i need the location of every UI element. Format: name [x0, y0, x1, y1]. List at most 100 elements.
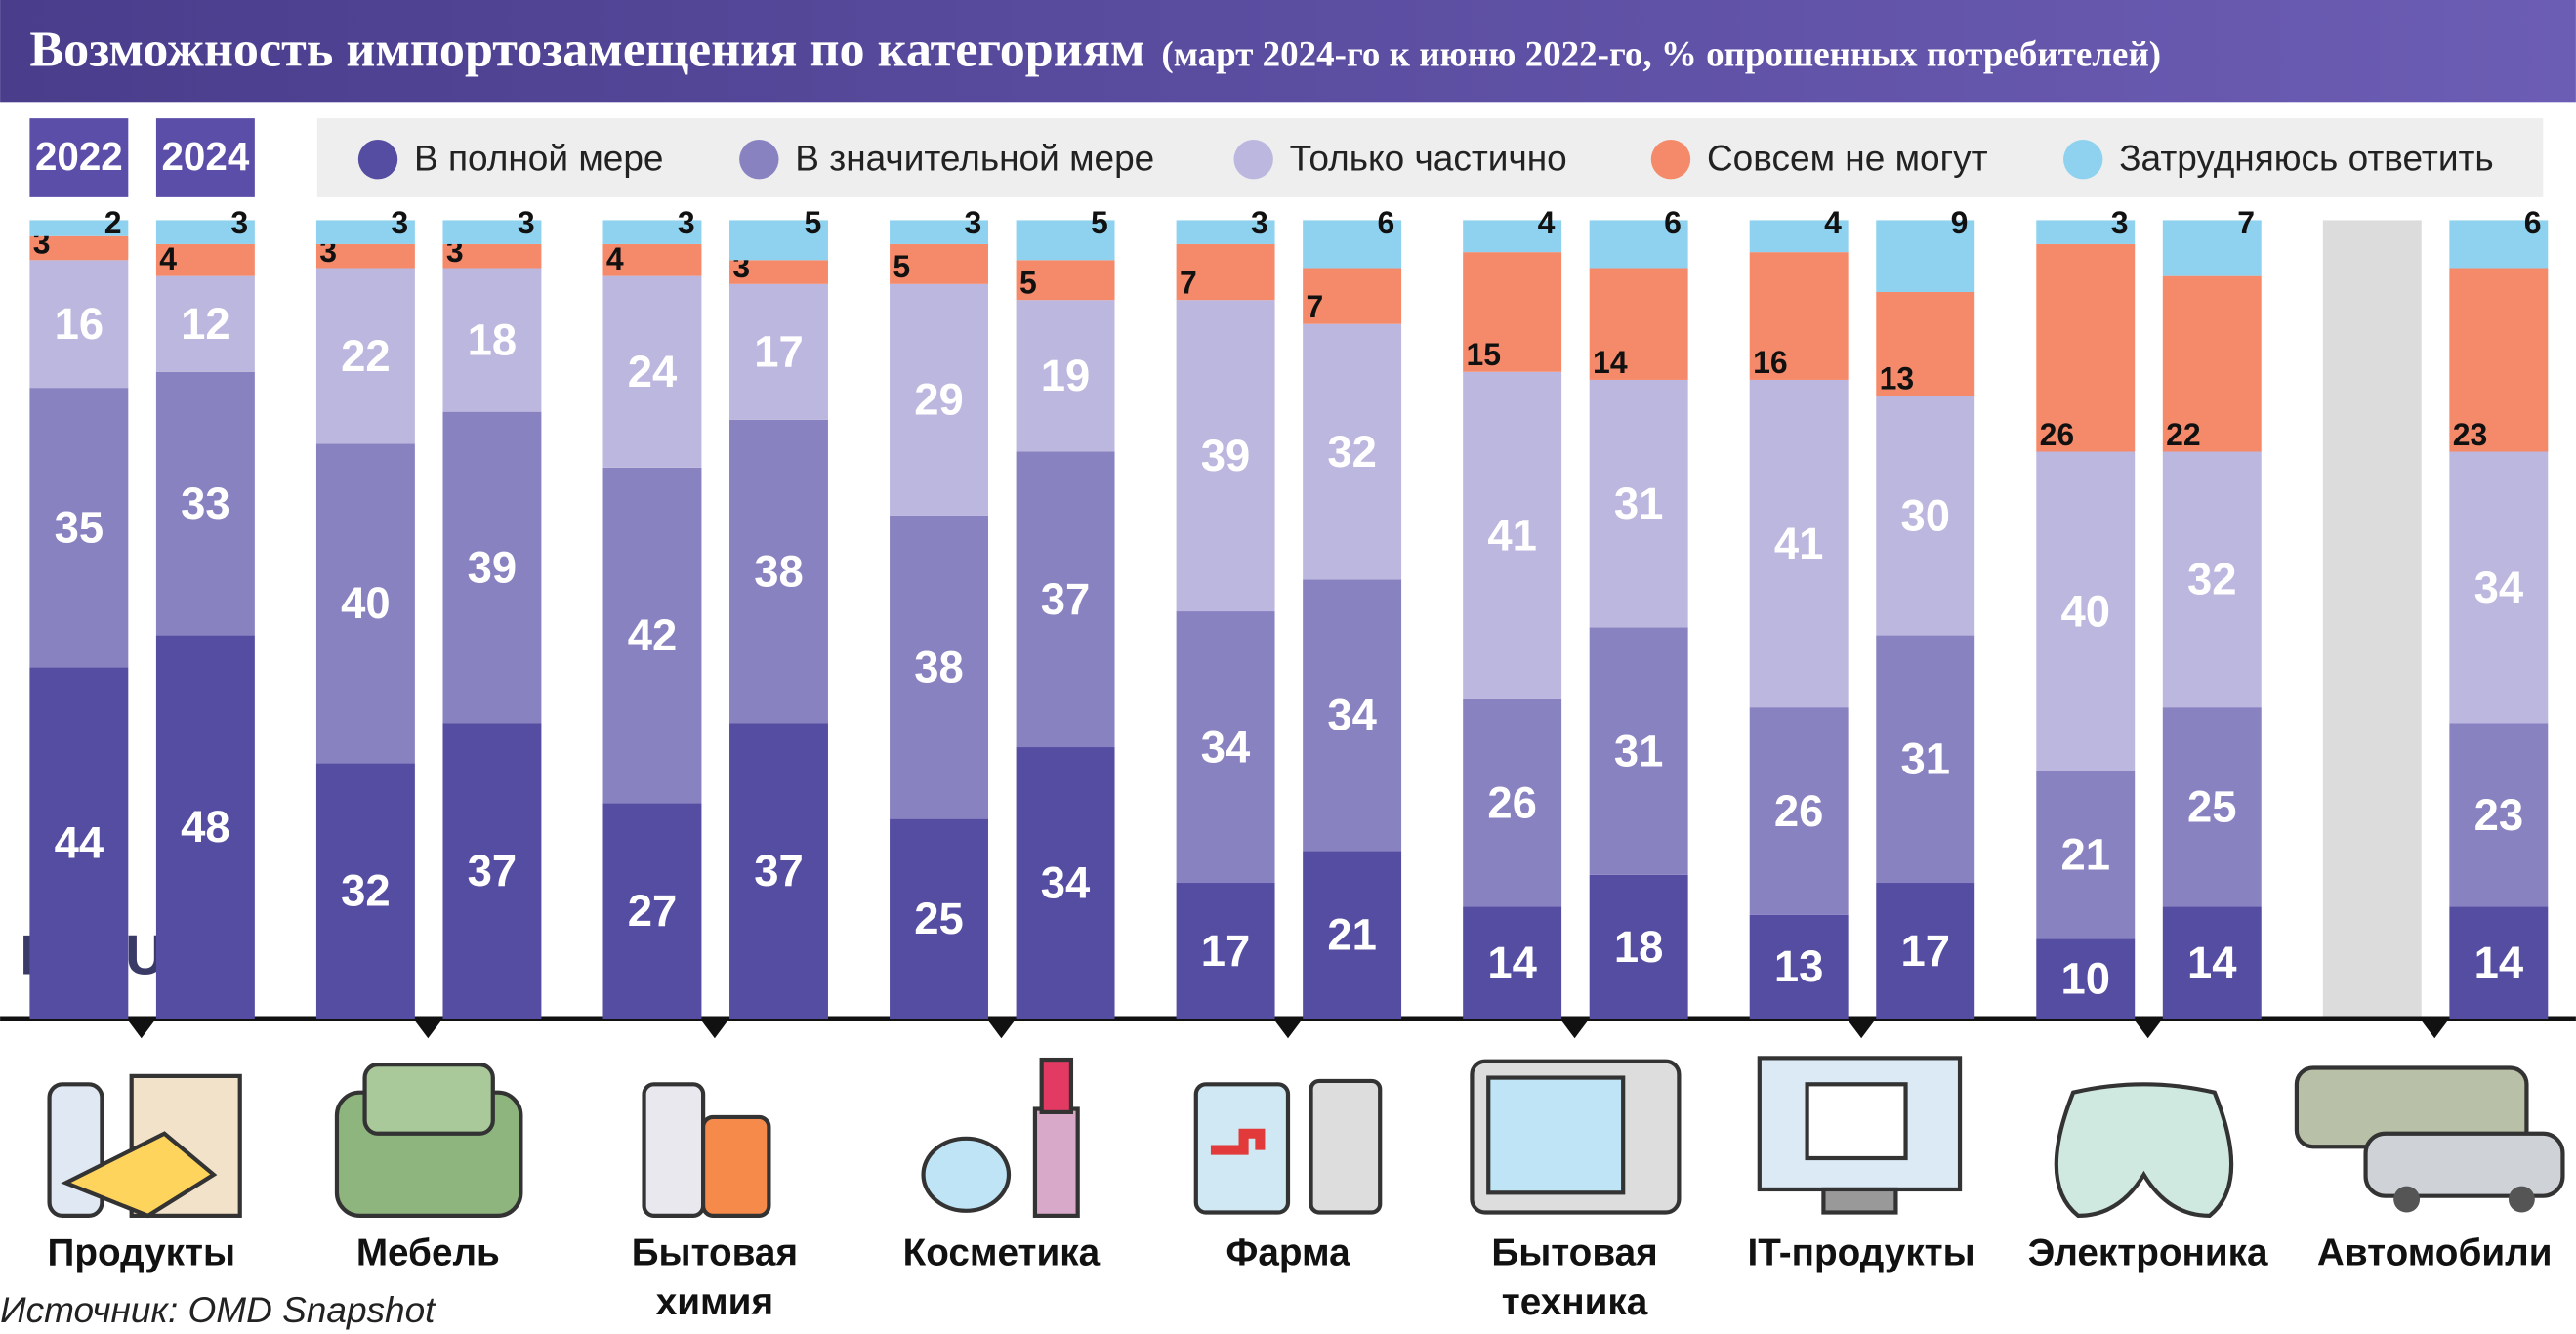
bar-segment — [1303, 220, 1402, 269]
value-label: 13 — [1880, 361, 1915, 396]
bar-segment — [602, 803, 702, 1020]
value-label: 23 — [2453, 417, 2488, 452]
value-label: 34 — [2474, 563, 2524, 612]
category-label: Бытовая техника — [1491, 1231, 1657, 1322]
value-label: 14 — [1593, 345, 1628, 380]
value-label: 34 — [1041, 857, 1091, 907]
value-label: 7 — [1307, 289, 1324, 324]
value-label: 27 — [628, 886, 678, 936]
bar-segment — [2036, 243, 2136, 452]
bar-segment — [890, 243, 988, 284]
bar-segment — [1176, 611, 1275, 884]
header — [0, 0, 2576, 103]
year-box — [29, 118, 129, 197]
value-label: 16 — [1753, 345, 1788, 380]
bar-segment — [155, 243, 255, 276]
value-label: 14 — [1487, 938, 1537, 987]
bar-segment — [1303, 579, 1402, 852]
value-label: 41 — [1487, 511, 1537, 561]
value-label: 6 — [1378, 205, 1395, 240]
value-label: 40 — [2060, 586, 2110, 636]
category-label: Бытовая химия — [632, 1231, 798, 1322]
value-label: 14 — [2187, 938, 2237, 987]
bar-segment — [1589, 379, 1688, 628]
value-label: 4 — [1824, 205, 1842, 240]
pointer — [413, 1019, 443, 1039]
value-label: 14 — [2474, 938, 2524, 987]
bar-segment — [1176, 220, 1275, 244]
legend-label: Совсем не могут — [1707, 139, 1988, 179]
pointer — [986, 1019, 1017, 1039]
bar-segment — [2036, 938, 2136, 1020]
bar-segment — [155, 371, 255, 636]
bar-segment — [29, 667, 129, 1020]
bar-segment — [602, 243, 702, 276]
value-label: 38 — [754, 547, 804, 597]
value-label: 26 — [1487, 778, 1537, 828]
value-label: 34 — [1201, 722, 1251, 771]
bar-segment — [2162, 906, 2262, 1020]
category-line: Бытовая — [1491, 1231, 1657, 1273]
value-label: 21 — [2060, 830, 2110, 880]
bar-segment — [2036, 451, 2136, 771]
value-label: 17 — [754, 327, 804, 377]
bar-segment — [1016, 260, 1115, 301]
value-label: 12 — [181, 299, 230, 349]
category-label: Автомобили — [2317, 1231, 2553, 1273]
bar-segment — [890, 515, 988, 819]
subtitle: (март 2024-го к июню 2022-го, % опрошенн… — [1161, 34, 2161, 74]
value-label: 6 — [2524, 205, 2542, 240]
bar-segment — [1876, 883, 1975, 1020]
legend-label: В значительной мере — [795, 139, 1154, 179]
legend-swatch — [739, 139, 779, 180]
pointer — [2420, 1019, 2450, 1039]
category-label: Фарма — [1226, 1231, 1350, 1273]
bar-segment — [1876, 396, 1975, 636]
bar-segment — [2162, 707, 2262, 907]
value-label: 5 — [804, 205, 821, 240]
value-label: 48 — [181, 802, 230, 852]
bar-segment — [1016, 451, 1115, 748]
value-label: 3 — [678, 205, 695, 240]
value-label: 22 — [341, 331, 391, 381]
bar-segment — [1463, 371, 1562, 699]
legend-swatch — [1650, 139, 1691, 180]
value-label: 39 — [1201, 431, 1251, 480]
value-label: 7 — [2237, 205, 2255, 240]
category-label: IT-продукты — [1748, 1231, 1975, 1273]
bar-segment — [1016, 220, 1115, 261]
category-line: химия — [656, 1281, 773, 1323]
pointer — [126, 1019, 156, 1039]
year-box — [155, 118, 255, 197]
bar-segment — [1303, 851, 1402, 1020]
value-label: 41 — [1774, 519, 1824, 568]
category-label: Косметика — [903, 1231, 1101, 1273]
bar-segment — [1749, 707, 1849, 915]
legend-label: Только частично — [1290, 139, 1567, 179]
legend-swatch — [357, 139, 398, 180]
category-line: техника — [1502, 1281, 1648, 1323]
value-label: 3 — [964, 205, 981, 240]
value-label: 2 — [104, 205, 122, 240]
value-label: 33 — [181, 479, 230, 528]
bar-segment — [1176, 883, 1275, 1020]
title: Возможность импортозамещения по категори… — [29, 21, 2161, 77]
bar-segment — [1016, 300, 1115, 452]
bar-segment — [1589, 268, 1688, 380]
pointer — [2133, 1019, 2163, 1039]
value-label: 3 — [2111, 205, 2129, 240]
value-label: 4 — [1538, 205, 1556, 240]
value-label: 3 — [518, 205, 535, 240]
pointer — [1272, 1019, 1304, 1039]
bar-segment — [2449, 451, 2549, 724]
value-label: 5 — [1019, 265, 1037, 300]
value-label: 13 — [1774, 941, 1824, 991]
category-label: Мебель — [356, 1231, 500, 1273]
bar-segment — [602, 275, 702, 468]
value-label: 25 — [2187, 782, 2237, 832]
value-label: 37 — [754, 846, 804, 896]
title-main: Возможность импортозамещения по категори… — [29, 21, 1144, 77]
bar-segment — [2449, 220, 2549, 269]
value-label: 10 — [2060, 953, 2110, 1003]
value-label: 18 — [1614, 922, 1664, 972]
